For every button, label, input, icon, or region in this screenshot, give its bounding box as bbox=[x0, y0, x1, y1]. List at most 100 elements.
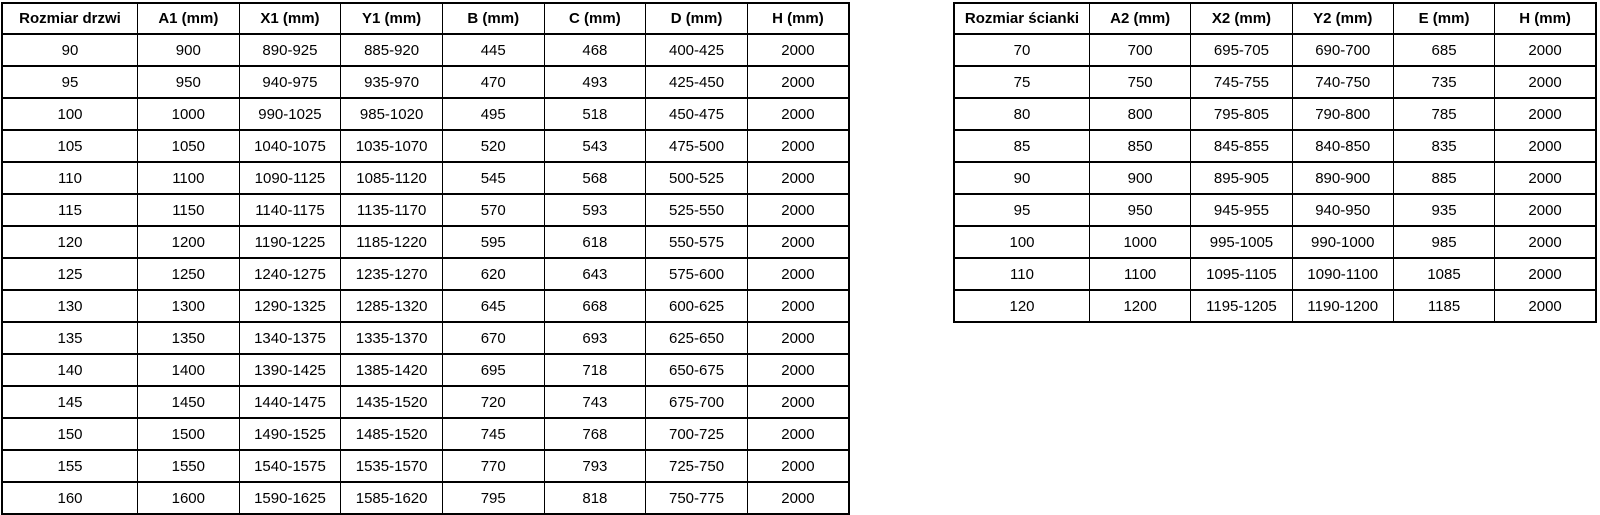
table-cell: 1490-1525 bbox=[238, 417, 342, 451]
table-cell: 840-850 bbox=[1291, 129, 1394, 163]
table-cell: 1550 bbox=[137, 449, 240, 483]
table-row: 95 950 940-975 935-970 470 493 425-450 2000 bbox=[1, 65, 850, 99]
table-cell: 2000 bbox=[1494, 33, 1597, 67]
table-cell: 2000 bbox=[746, 193, 850, 227]
table-cell: 735 bbox=[1392, 65, 1496, 99]
table-row: 70 700 695-705 690-700 685 2000 bbox=[953, 33, 1597, 67]
table-cell: 670 bbox=[441, 321, 545, 355]
table-cell: 2000 bbox=[746, 257, 850, 291]
table-cell: 1485-1520 bbox=[340, 417, 443, 451]
table-cell: 1085-1120 bbox=[340, 161, 443, 195]
table-row: 120 1200 1190-1225 1185-1220 595 618 550-575 20… bbox=[1, 225, 850, 259]
table-cell: 700 bbox=[1088, 33, 1192, 67]
table-cell: 135 bbox=[1, 321, 138, 355]
table-cell: 545 bbox=[441, 161, 545, 195]
door-size-table: Rozmiar drzwi A1 (mm) X1 (mm) Y1 (mm) B (mm)… bbox=[1, 2, 850, 515]
table-cell: 800 bbox=[1088, 97, 1192, 131]
table-cell: 1000 bbox=[1088, 225, 1192, 259]
column-header: X1 (mm) bbox=[238, 2, 342, 35]
table-cell: 770 bbox=[441, 449, 545, 483]
table-cell: 595 bbox=[441, 225, 545, 259]
table-cell: 695-705 bbox=[1190, 33, 1293, 67]
column-header: D (mm) bbox=[645, 2, 748, 35]
table-cell: 1150 bbox=[137, 193, 240, 227]
table-cell: 1040-1075 bbox=[238, 129, 342, 163]
table-cell: 470 bbox=[441, 65, 545, 99]
table-cell: 620 bbox=[441, 257, 545, 291]
table-cell: 1190-1225 bbox=[238, 225, 342, 259]
table-cell: 2000 bbox=[1494, 289, 1597, 323]
table-cell: 1540-1575 bbox=[238, 449, 342, 483]
table-row: 100 1000 990-1025 985-1020 495 518 450-475 2000 bbox=[1, 97, 850, 131]
table-row: 90 900 895-905 890-900 885 2000 bbox=[953, 161, 1597, 195]
table-cell: 695 bbox=[441, 353, 545, 387]
table-row: 100 1000 995-1005 990-1000 985 2000 bbox=[953, 225, 1597, 259]
table-cell: 935 bbox=[1392, 193, 1496, 227]
table-cell: 750 bbox=[1088, 65, 1192, 99]
table-cell: 130 bbox=[1, 289, 138, 323]
table-row: 105 1050 1040-1075 1035-1070 520 543 475-500 20… bbox=[1, 129, 850, 163]
table-cell: 495 bbox=[441, 97, 545, 131]
table-cell: 2000 bbox=[746, 97, 850, 131]
table-cell: 550-575 bbox=[645, 225, 748, 259]
table-cell: 160 bbox=[1, 481, 138, 515]
table-cell: 115 bbox=[1, 193, 138, 227]
table-cell: 2000 bbox=[746, 353, 850, 387]
table-cell: 740-750 bbox=[1291, 65, 1394, 99]
column-header: C (mm) bbox=[543, 2, 647, 35]
table-cell: 1400 bbox=[137, 353, 240, 387]
table-cell: 525-550 bbox=[645, 193, 748, 227]
table-cell: 100 bbox=[1, 97, 138, 131]
table-cell: 2000 bbox=[746, 449, 850, 483]
table-row: 75 750 745-755 740-750 735 2000 bbox=[953, 65, 1597, 99]
table-cell: 1335-1370 bbox=[340, 321, 443, 355]
table-cell: 1350 bbox=[137, 321, 240, 355]
table-cell: 1000 bbox=[137, 97, 240, 131]
table-cell: 2000 bbox=[746, 289, 850, 323]
table-cell: 795-805 bbox=[1190, 97, 1293, 131]
column-header: E (mm) bbox=[1392, 2, 1496, 35]
table-cell: 1235-1270 bbox=[340, 257, 443, 291]
column-header: Y1 (mm) bbox=[340, 2, 443, 35]
header-row: Rozmiar ścianki A2 (mm) X2 (mm) Y2 (mm) E (m… bbox=[953, 2, 1597, 35]
column-header: X2 (mm) bbox=[1190, 2, 1293, 35]
table-cell: 693 bbox=[543, 321, 647, 355]
column-header: H (mm) bbox=[1494, 2, 1597, 35]
table-cell: 2000 bbox=[746, 65, 850, 99]
table-cell: 1035-1070 bbox=[340, 129, 443, 163]
table-cell: 1390-1425 bbox=[238, 353, 342, 387]
table-row: 120 1200 1195-1205 1190-1200 1185 2000 bbox=[953, 289, 1597, 323]
table-cell: 600-625 bbox=[645, 289, 748, 323]
table-cell: 935-970 bbox=[340, 65, 443, 99]
table-cell: 1500 bbox=[137, 417, 240, 451]
table-row: 80 800 795-805 790-800 785 2000 bbox=[953, 97, 1597, 131]
table-cell: 1450 bbox=[137, 385, 240, 419]
table-cell: 895-905 bbox=[1190, 161, 1293, 195]
table-row: 110 1100 1095-1105 1090-1100 1085 2000 bbox=[953, 257, 1597, 291]
table-cell: 900 bbox=[1088, 161, 1192, 195]
table-cell: 1200 bbox=[137, 225, 240, 259]
table-cell: 105 bbox=[1, 129, 138, 163]
table-row: 110 1100 1090-1125 1085-1120 545 568 500-525 20… bbox=[1, 161, 850, 195]
table-cell: 793 bbox=[543, 449, 647, 483]
column-header: A1 (mm) bbox=[137, 2, 240, 35]
table-cell: 2000 bbox=[746, 161, 850, 195]
table-row: 95 950 945-955 940-950 935 2000 bbox=[953, 193, 1597, 227]
table-cell: 1100 bbox=[1088, 257, 1192, 291]
table-cell: 2000 bbox=[1494, 257, 1597, 291]
table-cell: 1100 bbox=[137, 161, 240, 195]
table-cell: 468 bbox=[543, 33, 647, 67]
table-cell: 518 bbox=[543, 97, 647, 131]
table-row: 85 850 845-855 840-850 835 2000 bbox=[953, 129, 1597, 163]
table-cell: 985 bbox=[1392, 225, 1496, 259]
table-cell: 1385-1420 bbox=[340, 353, 443, 387]
table-cell: 650-675 bbox=[645, 353, 748, 387]
table-cell: 618 bbox=[543, 225, 647, 259]
table-cell: 2000 bbox=[1494, 97, 1597, 131]
table-cell: 1440-1475 bbox=[238, 385, 342, 419]
table-cell: 95 bbox=[1, 65, 138, 99]
table-cell: 140 bbox=[1, 353, 138, 387]
table-cell: 1590-1625 bbox=[238, 481, 342, 515]
table-cell: 890-900 bbox=[1291, 161, 1394, 195]
table-cell: 2000 bbox=[1494, 193, 1597, 227]
